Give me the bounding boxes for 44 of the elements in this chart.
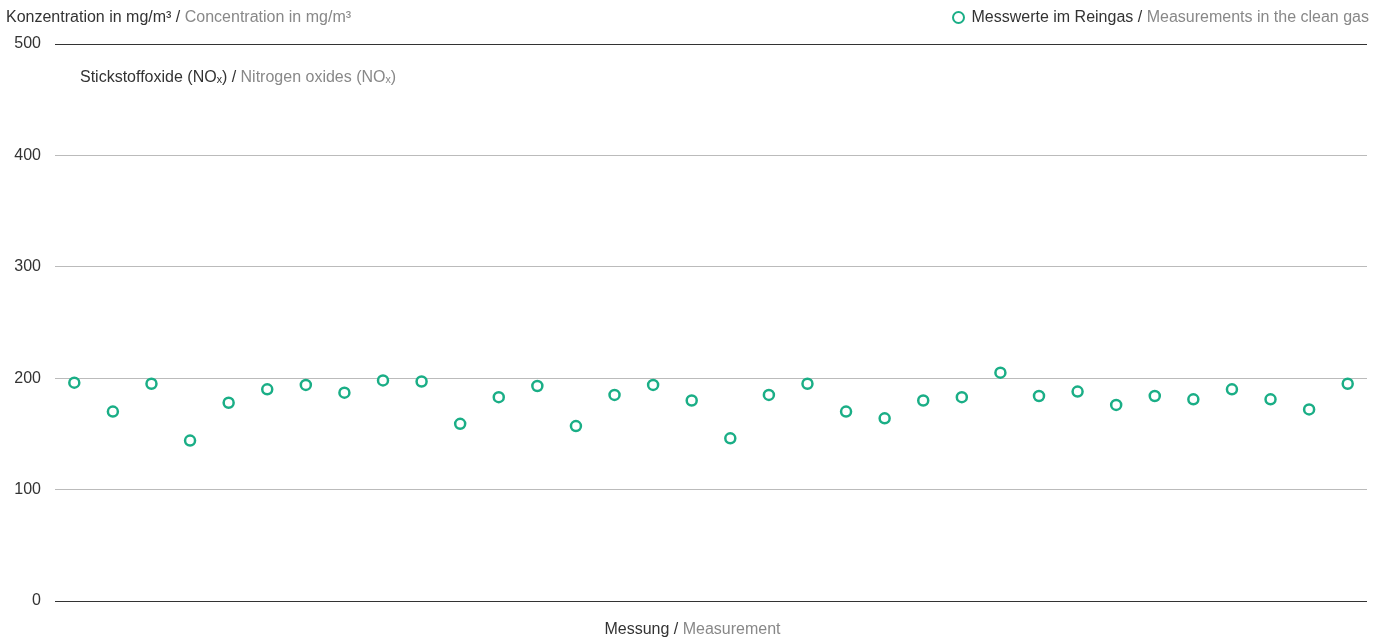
legend-label: Messwerte im Reingas / Measurements in the clean gas [971, 8, 1369, 25]
point [608, 388, 621, 402]
point [839, 405, 853, 418]
point [878, 412, 891, 425]
point [916, 394, 930, 407]
point [376, 374, 390, 387]
point [1109, 398, 1123, 412]
point [145, 377, 158, 391]
point [1264, 393, 1277, 406]
point [222, 396, 235, 409]
x-axis-title: Messung / Measurement [604, 620, 781, 637]
point [299, 378, 313, 392]
annotation: Stickstoffoxide (NOₓ) / Nitrogen oxides (NOₓ) [80, 68, 397, 85]
point [685, 394, 698, 407]
point [801, 377, 814, 391]
point [646, 378, 660, 392]
point [1187, 393, 1200, 406]
point [1302, 403, 1316, 416]
point [1225, 383, 1239, 396]
y-tick-label: 500 [14, 34, 42, 52]
point [569, 419, 583, 433]
point [453, 417, 467, 431]
y-axis-title: Konzentration in mg/m³ / Concentration in mg/m³ [6, 8, 352, 25]
point [260, 383, 274, 396]
point [1341, 377, 1354, 391]
point [106, 405, 120, 418]
y-tick-label: 400 [14, 145, 42, 163]
y-tick-label: 0 [32, 591, 42, 609]
point [1148, 389, 1162, 403]
point [415, 375, 428, 388]
y-tick-label: 100 [14, 480, 42, 498]
point [338, 386, 351, 399]
y-tick-label: 200 [14, 368, 42, 386]
point [531, 379, 544, 393]
point [492, 390, 506, 404]
point [724, 432, 737, 445]
point [1032, 389, 1046, 403]
point [1071, 385, 1084, 398]
y-tick-label: 300 [14, 257, 42, 275]
point [68, 376, 81, 389]
point [183, 434, 197, 447]
point [762, 388, 776, 402]
point [994, 366, 1007, 379]
point [955, 390, 969, 404]
